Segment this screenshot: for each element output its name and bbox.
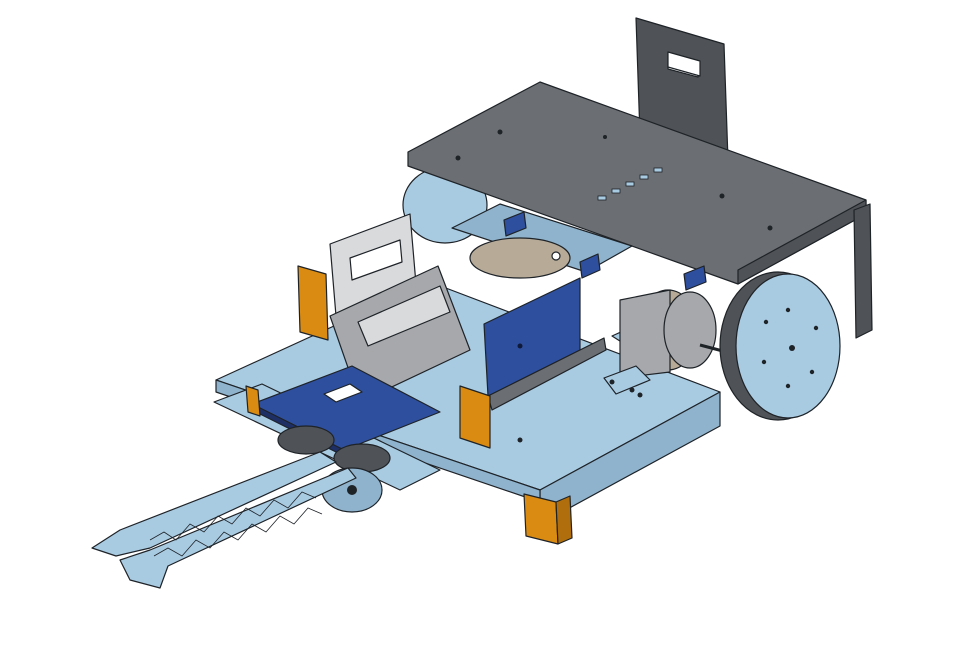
motor <box>603 289 739 395</box>
servo-mount <box>329 213 471 403</box>
gears <box>277 425 391 473</box>
top-plate <box>407 81 873 339</box>
orange-corner-blocks <box>245 265 573 545</box>
inner-motors <box>469 211 707 291</box>
blue-panel <box>483 277 607 411</box>
right-wheel <box>719 271 841 421</box>
gripper-arm <box>91 451 357 589</box>
